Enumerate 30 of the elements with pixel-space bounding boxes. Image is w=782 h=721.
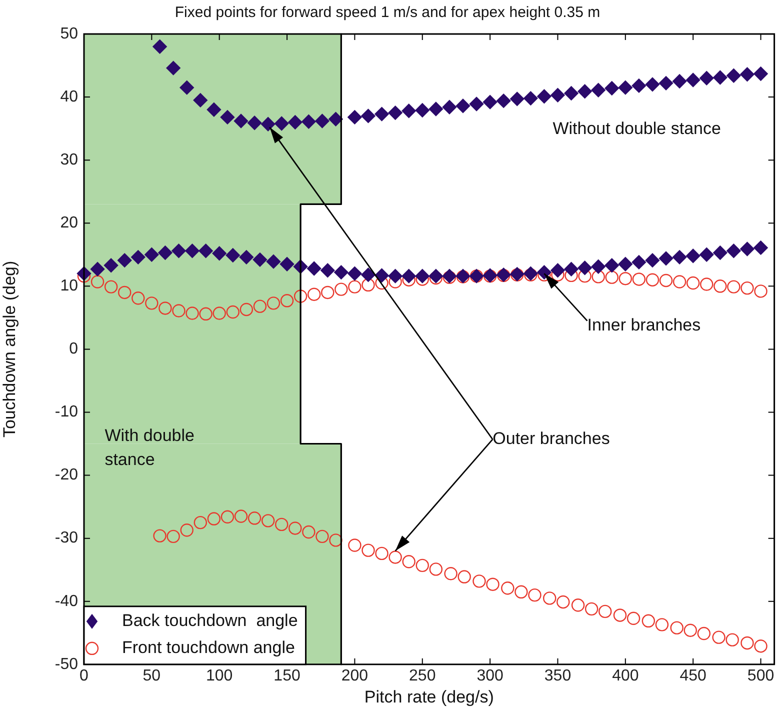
y-tick-label: -10 (54, 404, 78, 421)
legend-label: Back touchdown angle (122, 611, 298, 630)
y-tick-label: 30 (60, 151, 78, 168)
y-tick-label: -50 (54, 656, 78, 673)
x-tick-label: 50 (142, 667, 161, 684)
x-axis-title: Pitch rate (deg/s) (364, 687, 494, 706)
legend-label: Front touchdown angle (122, 638, 295, 658)
x-tick-label: 450 (680, 667, 707, 684)
x-tick-label: 350 (544, 667, 572, 684)
y-tick-label: 50 (60, 25, 78, 42)
annotation: Outer branches (492, 429, 610, 448)
annotation: Inner branches (587, 316, 701, 335)
x-tick-label: 400 (612, 667, 639, 684)
x-tick-label: 150 (274, 667, 300, 684)
annotation: Without double stance (552, 118, 721, 138)
x-tick-label: 250 (409, 667, 436, 684)
x-tick-label: 300 (476, 667, 504, 684)
y-tick-label: -20 (54, 466, 78, 484)
x-tick-label: 100 (206, 667, 233, 684)
y-tick-label: 0 (69, 340, 78, 358)
y-tick-label: -30 (54, 530, 78, 547)
y-tick-label: 20 (60, 214, 78, 232)
y-tick-label: 40 (60, 88, 78, 106)
x-tick-label: 200 (341, 667, 368, 684)
y-tick-label: -40 (54, 592, 78, 610)
chart-title: Fixed points for forward speed 1 m/s and for apex height 0.35 m (174, 4, 600, 22)
y-axis-title: Touchdown angle (deg) (0, 260, 19, 438)
x-tick-label: 500 (747, 667, 774, 684)
y-tick-label: 10 (60, 278, 78, 295)
annotation: With double stance (104, 426, 194, 469)
